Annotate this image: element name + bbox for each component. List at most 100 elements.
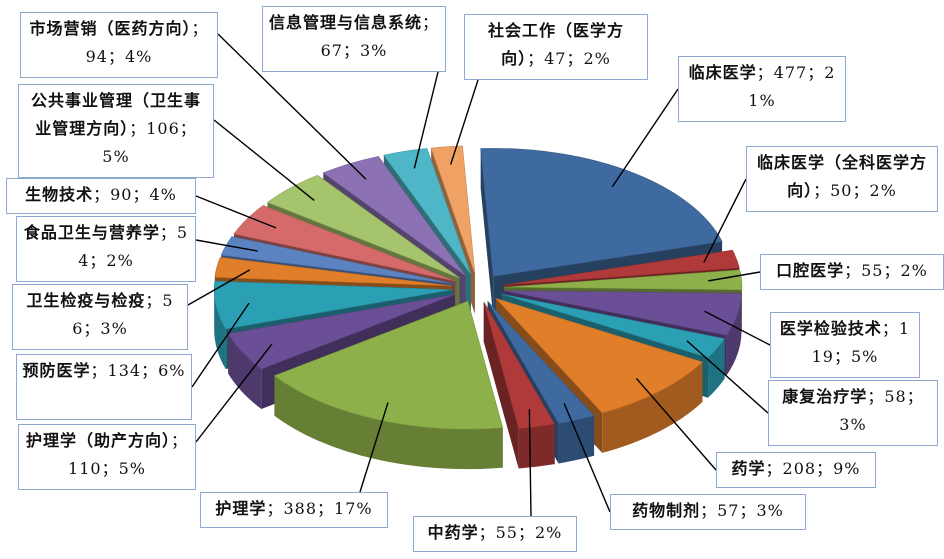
- label-name: 临床医学（全科医学方向）: [756, 153, 927, 200]
- label-value: 55: [495, 523, 518, 542]
- data-label-3: 口腔医学；55；2%: [760, 254, 944, 290]
- label-name: 市场营销（医药方向）: [29, 19, 192, 38]
- label-name: 医学检验技术: [779, 319, 882, 338]
- data-label-2: 临床医学（全科医学方向）；50；2%: [746, 146, 938, 212]
- slice-side: [558, 415, 595, 464]
- pie-slice-11: [213, 280, 453, 330]
- label-value: 388: [283, 499, 317, 518]
- pie-slice-6: [494, 297, 703, 414]
- label-name: 中药学: [427, 523, 479, 542]
- data-label-15: 公共事业管理（卫生事业管理方向）；106；5%: [18, 84, 214, 178]
- leader-line-6: [635, 377, 717, 471]
- label-percent: 3%: [839, 415, 867, 434]
- label-percent: 4%: [124, 47, 153, 66]
- data-label-1: 临床医学；477；21%: [678, 56, 846, 122]
- pie-slice-9: [273, 300, 504, 430]
- pie-tops: [213, 145, 743, 430]
- slice-wall: [480, 148, 494, 317]
- data-label-7: 药物制剂；57；3%: [610, 494, 806, 530]
- leader-line-4: [704, 310, 771, 346]
- label-value: 94: [85, 47, 108, 66]
- label-value: 56: [72, 291, 174, 338]
- pie-slice-1: [480, 148, 723, 277]
- label-value: 58: [884, 387, 907, 406]
- label-name: 药物制剂: [632, 501, 701, 520]
- label-value: 50: [830, 181, 853, 200]
- label-name: 食品卫生与营养学: [23, 223, 160, 242]
- data-label-13: 食品卫生与营养学；54；2%: [16, 216, 196, 282]
- pie-slice-2: [503, 249, 740, 286]
- label-percent: 6%: [158, 361, 186, 380]
- leader-line-2: [703, 178, 747, 263]
- pie-slice-4: [503, 290, 742, 336]
- label-percent: 3%: [756, 501, 784, 520]
- leader-line-5: [686, 340, 769, 414]
- leader-lines: [187, 33, 771, 517]
- label-value: 47: [544, 49, 567, 68]
- label-name: 信息管理与信息系统: [268, 13, 422, 32]
- leader-line-11: [191, 302, 250, 388]
- label-percent: 3%: [100, 319, 128, 338]
- pie-slice-12: [214, 257, 453, 287]
- data-label-5: 康复治疗学；58；3%: [768, 380, 938, 446]
- label-percent: 2%: [900, 261, 928, 280]
- label-name: 公共事业管理（卫生事业管理方向）: [30, 91, 201, 138]
- pie-slice-5: [501, 293, 726, 359]
- data-label-11: 预防医学；134；6%: [16, 354, 192, 420]
- label-name: 生物技术: [25, 185, 94, 204]
- label-value: 110: [68, 459, 102, 478]
- label-percent: 9%: [833, 459, 861, 478]
- data-label-14: 生物技术；90；4%: [6, 178, 196, 214]
- label-name: 药学: [731, 459, 766, 478]
- leader-line-12: [187, 269, 251, 306]
- leader-line-14: [195, 195, 277, 229]
- label-value: 106: [146, 119, 180, 138]
- label-percent: 5%: [118, 459, 146, 478]
- slice-side: [518, 424, 555, 469]
- data-label-17: 信息管理与信息系统；67；3%: [262, 6, 446, 72]
- label-name: 预防医学: [22, 361, 91, 380]
- label-value: 54: [78, 223, 189, 270]
- label-value: 90: [110, 185, 133, 204]
- pie-slice-14: [233, 205, 456, 282]
- data-label-12: 卫生检疫与检疫；56；3%: [12, 284, 188, 350]
- label-name: 临床医学: [688, 63, 757, 82]
- label-value: 134: [107, 361, 142, 380]
- label-value: 67: [320, 41, 343, 60]
- pie-slice-8: [483, 301, 556, 429]
- label-value: 55: [861, 261, 884, 280]
- leader-line-10: [195, 343, 273, 443]
- data-label-10: 护理学（助产方向）；110；5%: [18, 424, 196, 490]
- leader-line-9: [359, 402, 389, 493]
- label-percent: 5%: [102, 147, 130, 166]
- leader-line-17: [413, 71, 439, 169]
- label-percent: 17%: [334, 499, 373, 518]
- label-percent: 2%: [583, 49, 611, 68]
- slice-side: [228, 333, 262, 410]
- label-percent: 21%: [748, 63, 836, 110]
- pie-slice-15: [266, 174, 460, 279]
- label-percent: 5%: [850, 347, 879, 366]
- data-label-16: 市场营销（医药方向）；94；4%: [20, 12, 218, 78]
- leader-line-7: [563, 403, 611, 513]
- label-value: 119: [811, 319, 911, 366]
- label-percent: 2%: [535, 523, 563, 542]
- leader-line-1: [611, 88, 679, 188]
- label-name: 护理学: [215, 499, 267, 518]
- slice-side: [602, 362, 703, 453]
- label-name: 卫生检疫与检疫: [26, 291, 146, 310]
- label-value: 57: [717, 501, 740, 520]
- label-value: 208: [782, 459, 817, 478]
- label-value: 477: [773, 63, 808, 82]
- label-percent: 4%: [149, 185, 177, 204]
- data-label-6: 药学；208；9%: [716, 452, 876, 488]
- label-name: 护理学（助产方向）: [25, 431, 171, 450]
- pie-slice-7: [487, 301, 595, 424]
- pie-slice-3: [503, 269, 743, 291]
- label-percent: 2%: [869, 181, 897, 200]
- label-percent: 2%: [106, 251, 134, 270]
- leader-line-13: [195, 239, 258, 252]
- label-name: 口腔医学: [776, 261, 845, 280]
- leader-line-16: [217, 33, 367, 180]
